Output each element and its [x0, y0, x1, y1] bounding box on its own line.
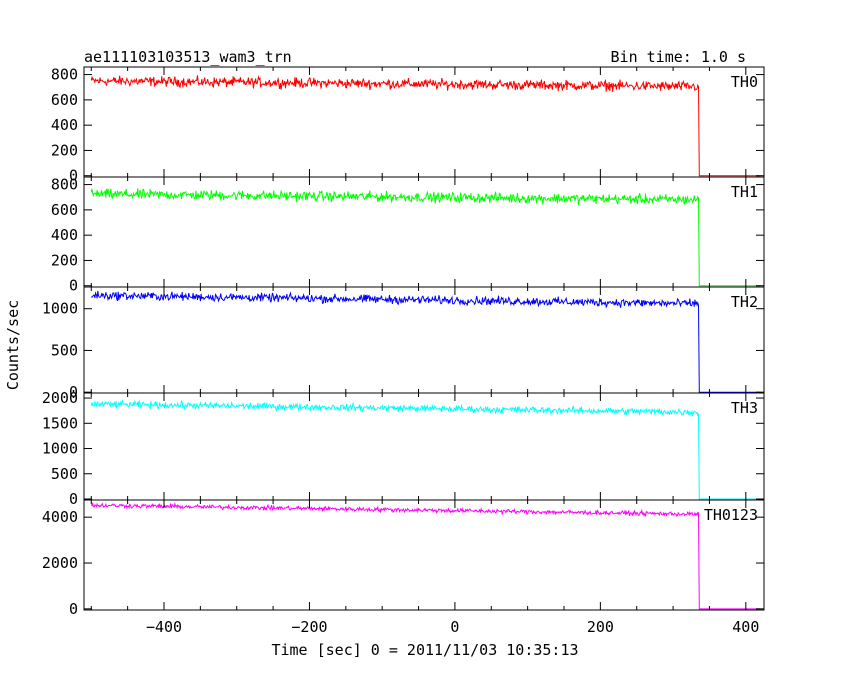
panel-frame-th0123: [83, 499, 765, 611]
y-tick-label: 500: [51, 341, 78, 359]
series-line-th3: [90, 399, 761, 500]
y-tick-label: 0: [69, 490, 78, 508]
y-tick-label: 0: [69, 167, 78, 185]
x-tick-label: 400: [732, 618, 759, 636]
panel-frame-th3: [83, 392, 765, 501]
y-tick-label: 200: [51, 251, 78, 269]
y-tick-label: 400: [51, 116, 78, 134]
panels-group: 0 200 400 600 800 TH0 0 200 400 600 800 TH1 0 500 1000…: [42, 66, 765, 636]
x-axis-label: Time [sec] 0 = 2011/11/03 10:35:13: [271, 641, 578, 659]
y-tick-label: 200: [51, 141, 78, 159]
y-tick-label: 4000: [42, 508, 78, 526]
x-tick-label: −400: [146, 618, 182, 636]
plot-title: ae111103103513_wam3_trn: [84, 48, 292, 66]
y-tick-label: 500: [51, 465, 78, 483]
series-line-th1: [90, 188, 761, 287]
y-tick-label: 400: [51, 226, 78, 244]
series-line-th2: [91, 290, 761, 393]
y-tick-label: 0: [69, 383, 78, 401]
x-tick-label: 0: [450, 618, 459, 636]
y-tick-label: 600: [51, 201, 78, 219]
panel-label-th1: TH1: [731, 183, 758, 201]
y-tick-label: 1000: [42, 440, 78, 458]
y-tick-label: 800: [51, 66, 78, 84]
y-tick-label: 1000: [42, 300, 78, 318]
series-line-th0: [90, 74, 761, 177]
y-tick-label: 0: [69, 600, 78, 618]
series-line-th0123: [90, 501, 761, 610]
y-tick-label: 2000: [42, 389, 78, 407]
panel-label-th0123: TH0123: [704, 506, 758, 524]
panel-label-th3: TH3: [731, 399, 758, 417]
y-axis-label: Counts/sec: [4, 300, 22, 390]
y-tick-label: 600: [51, 91, 78, 109]
x-tick-label: −200: [291, 618, 327, 636]
y-tick-label: 2000: [42, 554, 78, 572]
y-tick-label: 0: [69, 277, 78, 295]
x-tick-label: 200: [587, 618, 614, 636]
panel-label-th0: TH0: [731, 73, 758, 91]
bin-time-label: Bin time: 1.0 s: [611, 48, 746, 66]
y-tick-label: 1500: [42, 414, 78, 432]
y-tick-label: 800: [51, 176, 78, 194]
panel-label-th2: TH2: [731, 293, 758, 311]
